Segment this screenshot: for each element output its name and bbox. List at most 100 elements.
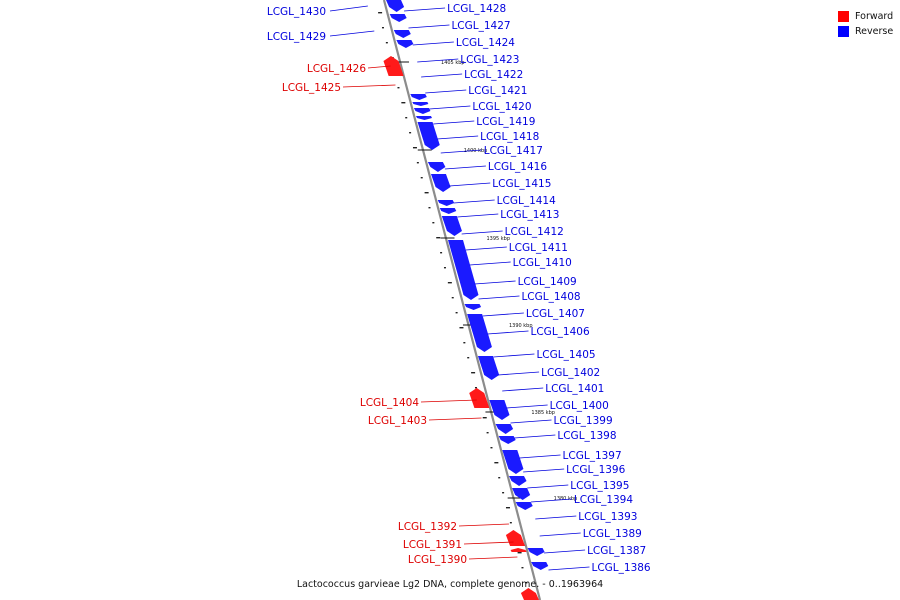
gene-label-reverse-leader [469,261,511,266]
gene-label-forward-leader [367,65,391,69]
gene-label-reverse: LCGL_1412 [505,226,564,238]
forward-swatch [838,11,849,22]
gene-label-reverse-leader [425,89,467,94]
gene-label-reverse-leader [519,454,561,459]
gene-label-reverse-leader [437,135,479,140]
gene-label-reverse-leader [530,498,572,503]
reverse-gene-block [464,304,482,310]
gene-label-forward: LCGL_1390 [408,554,467,566]
reverse-gene-block [413,108,431,114]
gene-label-reverse: LCGL_1398 [557,430,616,442]
minor-tick [459,327,464,329]
gene-label-reverse: LCGL_1393 [578,511,637,523]
reverse-gene-block [386,0,405,12]
legend: Forward Reverse [838,9,893,39]
gene-label-reverse-leader [444,165,486,170]
gene-label-reverse-leader [498,371,540,376]
minor-tick [498,477,501,479]
gene-label-forward-leader [342,84,396,88]
gene-label-reverse: LCGL_1422 [464,69,523,81]
reverse-gene-block [410,94,427,100]
reverse-gene-block [441,216,462,236]
gene-label-forward-leader [428,417,482,421]
forward-gene-block [510,548,527,552]
gene-label-reverse: LCGL_1409 [518,276,577,288]
minor-tick [385,42,388,44]
scale-tick-label: 1385 kbp [531,410,555,416]
gene-label-reverse: LCGL_1410 [513,257,572,269]
legend-item-reverse: Reverse [838,24,893,39]
minor-tick [517,552,522,554]
minor-tick [409,132,412,134]
gene-label-reverse-leader [404,7,446,12]
gene-label-reverse: LCGL_1411 [509,242,568,254]
gene-label-reverse-leader [548,566,590,571]
gene-label-forward: LCGL_1391 [403,539,462,551]
gene-label-reverse-leader [453,199,495,204]
gene-label-reverse: LCGL_1406 [531,326,590,338]
gene-label-reverse: LCGL_1389 [583,528,642,540]
gene-label-reverse-leader [440,149,482,154]
minor-tick [486,432,489,434]
reverse-gene-block [427,162,446,172]
minor-tick [505,507,510,509]
minor-tick [428,207,431,209]
legend-label-forward: Forward [855,11,894,22]
reverse-gene-block [527,548,545,556]
gene-label-reverse-leader [412,41,454,46]
gene-label-reverse-leader [514,434,556,439]
gene-label-reverse: LCGL_1402 [541,367,600,379]
gene-label-forward: LCGL_1425 [282,82,341,94]
reverse-gene-block [437,200,455,206]
minor-tick [405,117,408,119]
gene-label-reverse-leader [493,353,535,358]
gene-label-reverse: LCGL_1400 [550,400,609,412]
minor-tick [463,342,466,344]
gene-label-forward-leader [463,541,514,545]
gene-label-reverse-leader [408,24,450,29]
minor-tick [397,87,400,89]
gene-label-forward: LCGL_1403 [368,415,427,427]
gene-label-forward: LCGL_1392 [398,521,457,533]
minor-tick [525,582,528,584]
gene-label-reverse-leader [535,515,577,520]
gene-label-reverse-leader [429,105,471,110]
reverse-gene-block [495,424,514,434]
scale-tick-label: 1390 kbp [509,323,533,329]
gene-label-forward: LCGL_1426 [307,63,366,75]
gene-label-reverse: LCGL_1413 [500,209,559,221]
gene-label-reverse: LCGL_1424 [456,37,515,49]
minor-tick [482,417,487,419]
minor-tick [447,282,452,284]
gene-label-reverse-leader [527,484,569,489]
gene-label-reverse: LCGL_1420 [472,101,531,113]
gene-label-forward-leader [458,523,509,527]
reverse-gene-block [515,502,533,510]
minor-tick [424,192,429,194]
minor-tick [451,297,454,299]
gene-label-reverse-leader [506,404,548,409]
reverse-gene-block [498,436,516,444]
gene-label-reverse: LCGL_1407 [526,308,585,320]
gene-label-reverse: LCGL_1408 [521,291,580,303]
forward-gene-block [383,56,404,76]
minor-tick [471,372,476,374]
gene-label-reverse-leader [461,230,503,235]
minor-tick [420,177,423,179]
gene-label-forward: LCGL_1404 [360,397,419,409]
gene-label-reverse: LCGL_1395 [570,480,629,492]
legend-item-forward: Forward [838,9,893,24]
minor-tick [490,447,493,449]
reverse-gene-block [417,122,440,150]
genome-caption: Lactococcus garvieae Lg2 DNA, complete g… [296,579,604,590]
genome-backbone [382,0,542,600]
minor-tick [474,387,477,389]
gene-label-forward-leader [468,556,518,560]
gene-label-reverse: LCGL_1415 [492,178,551,190]
minor-tick [521,567,524,569]
gene-label-reverse-leader [329,30,375,37]
gene-label-reverse: LCGL_1386 [591,562,650,574]
forward-gene-block [520,588,539,600]
legend-label-reverse: Reverse [855,26,894,37]
